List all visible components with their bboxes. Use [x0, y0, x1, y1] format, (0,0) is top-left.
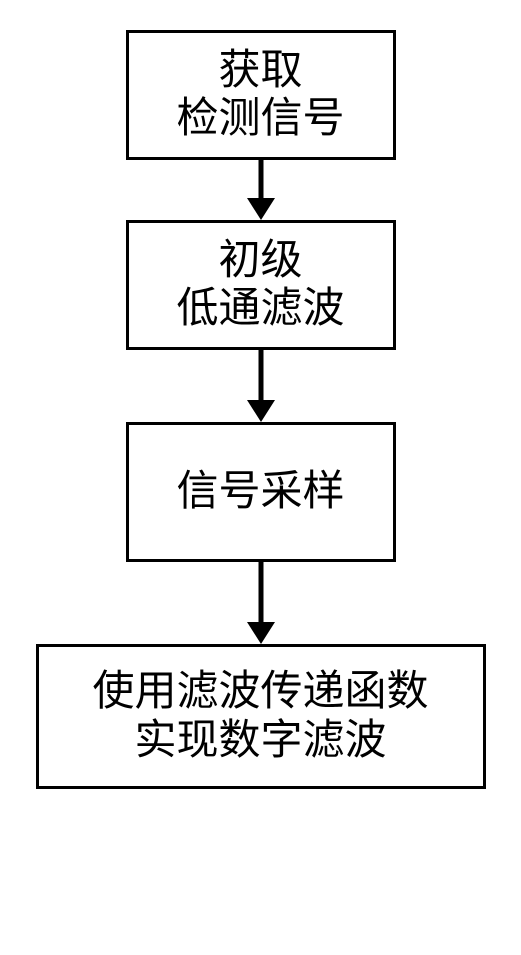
- flow-node-acquire-signal: 获取 检测信号: [126, 30, 396, 160]
- flow-node-digital-filter: 使用滤波传递函数 实现数字滤波: [36, 644, 486, 789]
- node-text-line: 获取: [218, 47, 302, 95]
- flow-arrow: [241, 160, 281, 220]
- node-text-line: 初级: [218, 237, 302, 285]
- node-text-line: 使用滤波传递函数: [92, 668, 428, 716]
- node-text-line: 检测信号: [176, 95, 344, 143]
- flow-arrow: [241, 562, 281, 644]
- flow-node-signal-sampling: 信号采样: [126, 422, 396, 562]
- node-text-line: 信号采样: [176, 468, 344, 516]
- node-text-line: 实现数字滤波: [134, 717, 386, 765]
- flow-arrow: [241, 350, 281, 422]
- flow-node-lowpass-filter: 初级 低通滤波: [126, 220, 396, 350]
- node-text-line: 低通滤波: [176, 285, 344, 333]
- signal-processing-flowchart: 获取 检测信号 初级 低通滤波 信号采样 使用滤波传递函数 实现数字滤波: [36, 30, 486, 789]
